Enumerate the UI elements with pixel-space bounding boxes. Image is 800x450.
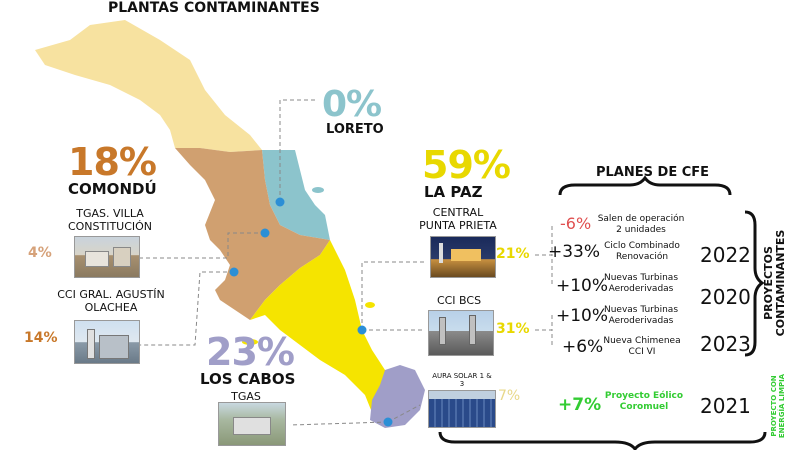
brace-top [558,175,732,196]
plant-photo-olachea [74,320,140,364]
plan-desc-0: Salen de operación 2 unidades [597,214,685,235]
comondu-percentage: 18% [68,140,157,184]
plant-photo-tgas [218,402,286,446]
plan-change-1: +33% [548,242,601,262]
region-lapaz [250,240,400,420]
loreto-percentage: 0% [322,84,382,125]
leader-lines [120,99,553,426]
loscabos-label: LOS CABOS [200,370,296,388]
constitucion-percentage: 4% [28,245,52,261]
plant-photo-punta-prieta [430,236,496,278]
brace-bottom [438,431,767,450]
leader-tgas [289,421,389,426]
plan-year-5: 2021 [700,394,751,418]
plan-desc-5: Proyecto Eólico Coromuel [604,391,684,412]
side-label-contaminantes: PROYECTOS CONTAMINANTES [762,229,787,337]
plant-label-aura-solar: AURA SOLAR 1 & 3 [432,372,492,388]
region-comondu [175,148,330,320]
dot-loreto [275,197,285,207]
plan-change-3: +10% [556,306,609,326]
punta-prieta-percentage: 21% [496,246,530,262]
plant-photo-cci-bcs [428,310,494,356]
plant-label-cci-bcs: CCI BCS [436,294,482,307]
plant-label-punta-prieta: CENTRAL PUNTA PRIETA [419,206,497,232]
leader-loreto [279,99,318,202]
leader-31b [535,329,553,346]
leader-31 [535,315,553,331]
plant-label-tgas: TGAS [231,390,261,403]
leader-21b [535,254,553,285]
braces [438,175,767,450]
leader-aura [387,404,421,423]
region-loscabos [370,365,425,428]
cci-bcs-percentage: 31% [496,321,530,337]
plan-desc-4: Nueva Chimenea CCI VI [603,336,681,357]
side-label-limpia: PROYECTO CON ENERGÍA LIMPIA [770,373,786,439]
plant-photo-aura-solar [428,390,496,428]
plan-desc-3: Nuevas Turbinas Aeroderivadas [603,305,679,326]
plant-photo-constitucion [74,236,140,278]
plant-label-constitucion: TGAS. VILLA CONSTITUCIÓN [67,207,153,233]
island [365,302,375,308]
brace-right [744,210,765,357]
plan-year-4: 2023 [700,332,751,356]
plan-year-2: 2020 [700,285,751,309]
dot-constitucion [260,228,270,238]
leader-olachea [120,271,234,346]
lapaz-percentage: 59% [422,143,511,187]
plant-label-olachea: CCI GRAL. AGUSTÍN OLACHEA [57,288,165,314]
planes-title: PLANES DE CFE [596,165,710,180]
aura-solar-percentage: 7% [498,388,521,404]
dot-loscabos [383,417,393,427]
loreto-label: LORETO [326,122,384,137]
leader-punta-prieta [361,261,425,330]
page-title: PLANTAS CONTAMINANTES [108,0,320,16]
lapaz-label: LA PAZ [424,183,483,201]
plan-change-2: +10% [556,276,609,296]
region-loreto [262,150,330,240]
loscabos-percentage: 23% [206,330,295,374]
plan-change-4: +6% [562,337,604,357]
island [242,339,258,345]
comondu-label: COMONDÚ [68,180,157,198]
olachea-percentage: 14% [24,330,58,346]
plan-desc-1: Ciclo Combinado Renovación [604,241,680,262]
dot-lapaz [357,325,367,335]
plan-desc-2: Nuevas Turbinas Aeroderivadas [603,273,679,294]
plant-dots [229,197,393,427]
leader-constitucion [140,232,265,259]
plan-year-1: 2022 [700,243,751,267]
island [312,187,324,193]
region-mulege [35,20,262,152]
dot-olachea [229,267,239,277]
plan-change-0: -6% [560,214,592,233]
plan-change-5: +7% [558,395,602,415]
